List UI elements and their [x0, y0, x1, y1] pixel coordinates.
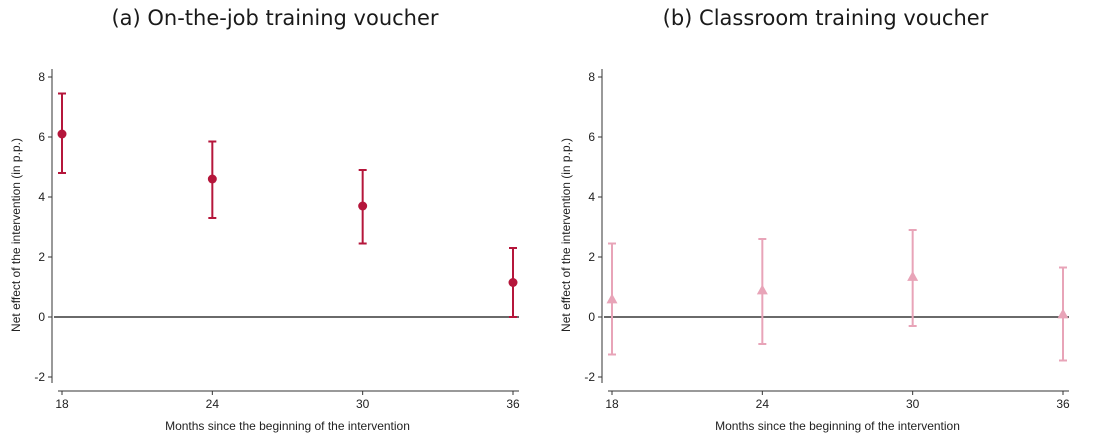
data-point	[756, 284, 768, 295]
y-tick-label: 4	[588, 190, 595, 204]
y-tick-label: -2	[34, 370, 45, 384]
x-axis-label: Months since the beginning of the interv…	[715, 419, 960, 433]
data-point	[508, 278, 518, 287]
y-tick-label: 4	[38, 190, 45, 204]
y-tick-label: 0	[588, 310, 595, 324]
x-tick-label: 18	[55, 397, 69, 411]
data-point	[907, 271, 919, 281]
data-point	[606, 293, 618, 304]
y-tick-label: 2	[38, 250, 45, 264]
panel-a: (a) On-the-job training voucher -2 0 2 4 6 8 1…	[0, 0, 550, 437]
y-tick-label: 2	[588, 250, 595, 264]
y-tick-label: 0	[38, 310, 45, 324]
y-axis-label: Net effect of the intervention (in p.p.)	[9, 138, 23, 332]
x-tick-label: 30	[906, 397, 920, 411]
y-tick-label: 6	[588, 130, 595, 144]
chart-title: (b) Classroom training voucher	[662, 6, 989, 30]
x-tick-label: 36	[1056, 397, 1070, 411]
x-tick-label: 30	[356, 397, 370, 411]
x-axis-label: Months since the beginning of the interv…	[165, 419, 410, 433]
y-axis-label: Net effect of the intervention (in p.p.)	[559, 138, 573, 332]
x-tick-label: 24	[206, 397, 220, 411]
y-tick-label: 8	[38, 70, 45, 84]
chart-title: (a) On-the-job training voucher	[111, 6, 439, 30]
panel-b: (b) Classroom training voucher -2 0 2 4 6 8 18…	[550, 0, 1101, 437]
y-tick-label: 8	[588, 70, 595, 84]
data-point	[57, 129, 67, 139]
x-tick-label: 24	[756, 397, 770, 411]
x-tick-label: 36	[506, 397, 520, 411]
data-point	[358, 201, 368, 211]
y-tick-label: -2	[584, 370, 595, 384]
data-point	[207, 174, 217, 184]
y-tick-label: 6	[38, 130, 45, 144]
x-tick-label: 18	[605, 397, 619, 411]
data-point	[1057, 308, 1069, 319]
